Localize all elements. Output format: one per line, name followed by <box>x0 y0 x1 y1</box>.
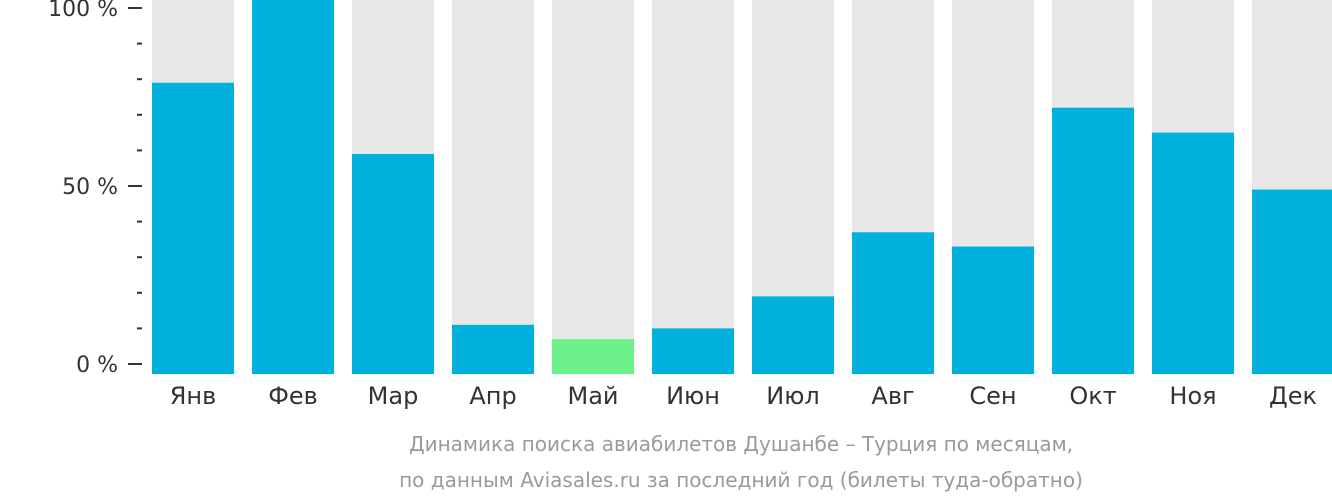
bar-5 <box>552 339 634 374</box>
data-bars <box>152 0 1332 375</box>
x-tick-label-5: Май <box>567 382 618 410</box>
x-axis-labels: Янв Фев Мар Апр Май Июн Июл Авг Сен Окт Ноя Дек <box>170 382 1317 410</box>
bar-8 <box>852 232 934 374</box>
bar-3 <box>352 153 434 374</box>
bar-10 <box>1052 107 1134 375</box>
bar-4 <box>452 324 534 374</box>
x-tick-label-11: Ноя <box>1169 382 1216 410</box>
x-tick-label-4: Апр <box>469 382 516 410</box>
background-bar-6 <box>652 0 734 374</box>
x-tick-label-1: Янв <box>170 382 217 410</box>
x-tick-label-7: Июл <box>766 382 820 410</box>
x-tick-label-8: Авг <box>871 382 914 410</box>
y-axis: 0 % 50 % 100 % <box>48 0 142 378</box>
x-tick-label-6: Июн <box>666 382 720 410</box>
chart-caption-line-1: Динамика поиска авиабилетов Душанбе – Ту… <box>408 432 1074 456</box>
background-bar-5 <box>552 0 634 374</box>
chart-caption-line-2: по данным Aviasales.ru за последний год … <box>399 468 1083 492</box>
bar-1 <box>152 82 234 374</box>
y-tick-label-2: 50 % <box>62 175 118 200</box>
background-bar-4 <box>452 0 534 374</box>
bar-12 <box>1252 189 1332 374</box>
x-tick-label-12: Дек <box>1269 382 1317 410</box>
y-tick-label-1: 0 % <box>76 353 118 378</box>
bar-6 <box>652 328 734 374</box>
bar-7 <box>752 296 834 374</box>
bar-11 <box>1152 132 1234 374</box>
x-tick-label-9: Сен <box>969 382 1016 410</box>
x-tick-label-2: Фев <box>268 382 318 410</box>
y-tick-label-3: 100 % <box>48 0 118 22</box>
bar-9 <box>952 246 1034 374</box>
x-tick-label-3: Мар <box>368 382 419 410</box>
bar-2 <box>252 0 334 374</box>
x-tick-label-10: Окт <box>1069 382 1116 410</box>
